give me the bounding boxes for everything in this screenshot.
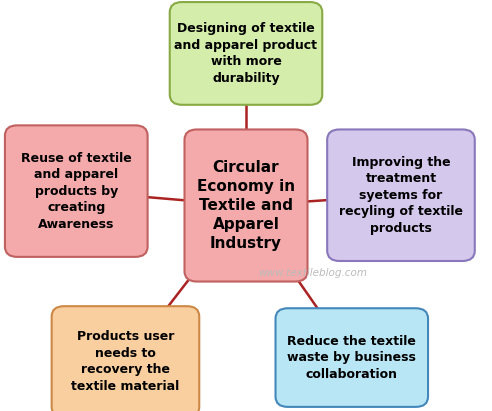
FancyBboxPatch shape (327, 129, 475, 261)
FancyBboxPatch shape (5, 125, 148, 257)
FancyBboxPatch shape (276, 308, 428, 407)
Text: Designing of textile
and apparel product
with more
durability: Designing of textile and apparel product… (175, 22, 317, 85)
Text: www.textileblog.com: www.textileblog.com (258, 268, 367, 278)
FancyBboxPatch shape (184, 129, 308, 282)
Text: Reuse of textile
and apparel
products by
creating
Awareness: Reuse of textile and apparel products by… (21, 152, 132, 231)
Text: Improving the
treatment
syetems for
recyling of textile
products: Improving the treatment syetems for recy… (339, 156, 463, 235)
FancyBboxPatch shape (170, 2, 322, 105)
FancyBboxPatch shape (52, 306, 199, 411)
Text: Circular
Economy in
Textile and
Apparel
Industry: Circular Economy in Textile and Apparel … (197, 159, 295, 252)
Text: Products user
needs to
recovery the
textile material: Products user needs to recovery the text… (71, 330, 180, 393)
Text: Reduce the textile
waste by business
collaboration: Reduce the textile waste by business col… (287, 335, 416, 381)
